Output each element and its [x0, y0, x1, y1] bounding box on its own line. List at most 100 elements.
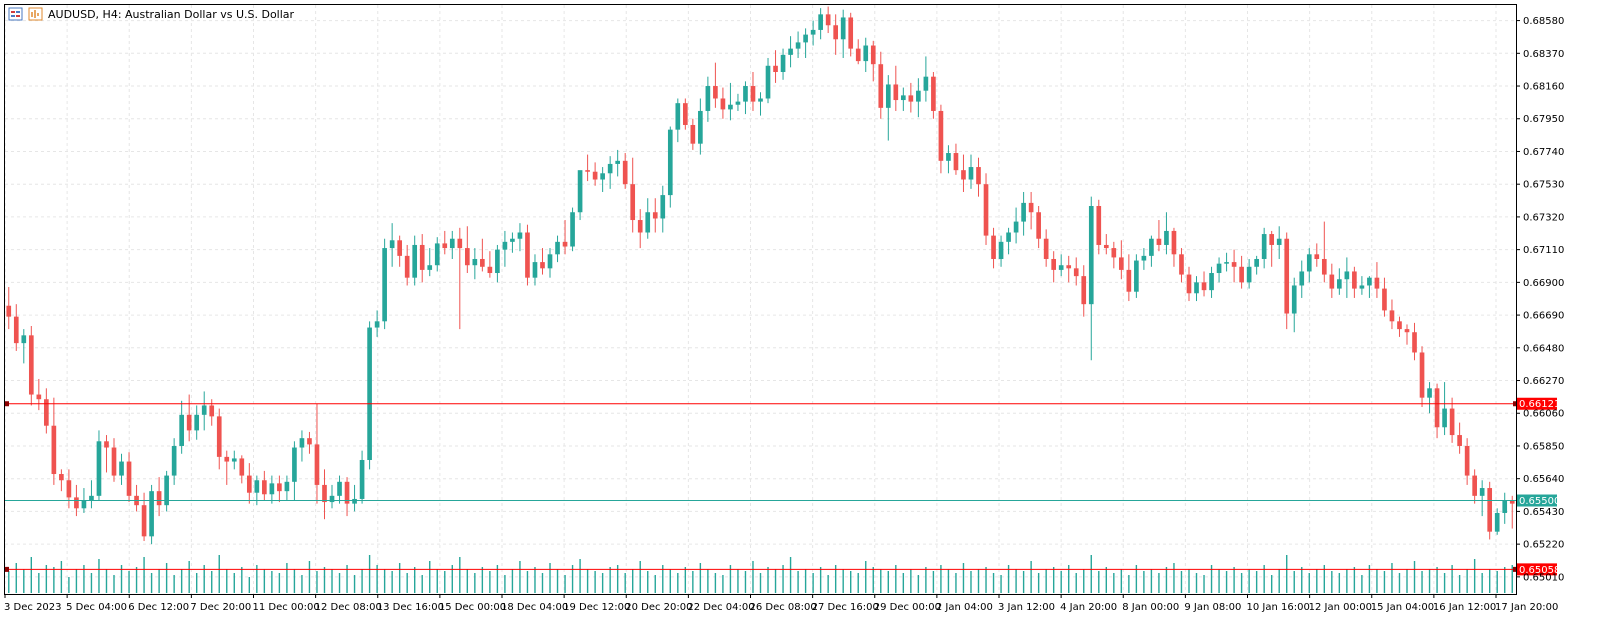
bull-candle-body — [1006, 232, 1011, 242]
bear-candle-body — [59, 474, 64, 481]
time-tick-label: 5 Dec 04:00 — [66, 602, 127, 613]
level-anchor-handle[interactable] — [1513, 566, 1518, 572]
bear-candle-body — [713, 86, 718, 99]
bear-candle-body — [622, 160, 628, 185]
price-tick-label: 0.65010 — [1523, 572, 1564, 583]
time-tick-label: 29 Dec 00:00 — [874, 602, 941, 613]
bear-candle-body — [104, 441, 109, 448]
bear-candle-body — [690, 124, 696, 144]
chart-header: AUDUSD, H4: Australian Dollar vs U.S. Do… — [8, 7, 295, 21]
bear-candle-body — [1472, 475, 1477, 496]
bull-candle-body — [1134, 260, 1139, 292]
bear-candle-body — [1352, 271, 1357, 289]
bear-candle-body — [246, 475, 252, 493]
bull-candle-body — [1276, 238, 1282, 245]
bear-candle-body — [1509, 500, 1515, 504]
time-tick-label: 12 Dec 08:00 — [315, 602, 382, 613]
bull-candle-body — [1359, 285, 1365, 289]
bear-candle-body — [1321, 258, 1327, 275]
bull-candle-body — [329, 495, 335, 503]
bear-candle-body — [720, 98, 726, 110]
bull-candle-body — [1216, 263, 1222, 274]
bear-candle-body — [1028, 202, 1034, 213]
bear-candle-body — [1382, 288, 1387, 311]
price-axis[interactable]: 0.68580 0.68370 0.68160 0.67950 0.67740 0.675… — [1516, 16, 1564, 583]
bull-candle-body — [577, 170, 583, 213]
bull-candle-body — [96, 441, 102, 496]
level-anchor-handle[interactable] — [4, 401, 9, 407]
bear-candle-body — [983, 184, 989, 236]
time-tick-label: 26 Dec 08:00 — [750, 602, 817, 613]
bear-candle-body — [1186, 274, 1192, 294]
bull-candle-body — [1224, 262, 1229, 264]
bear-candle-body — [397, 240, 402, 256]
time-tick-label: 4 Jan 20:00 — [1060, 602, 1117, 613]
level-price-tag — [1517, 563, 1557, 576]
bull-candle-body — [1088, 206, 1094, 305]
bull-candle-body — [171, 445, 177, 476]
bear-candle-body — [893, 84, 899, 101]
price-tick-label: 0.67110 — [1523, 245, 1564, 256]
level-price-label: 0.66121 — [1519, 399, 1560, 410]
price-tick-label: 0.67320 — [1523, 212, 1564, 223]
bull-candle-body — [607, 163, 613, 174]
candles — [6, 6, 1515, 545]
bull-candle-body — [1141, 255, 1147, 261]
bull-candle-body — [284, 481, 290, 492]
bull-candle-body — [1306, 254, 1312, 272]
bear-candle-body — [13, 316, 19, 344]
bull-candle-body — [374, 321, 380, 328]
price-tick-label: 0.65850 — [1523, 441, 1564, 452]
bear-candle-body — [480, 258, 485, 267]
bear-candle-body — [216, 416, 222, 457]
bull-candle-body — [1442, 408, 1447, 428]
bull-candle-body — [818, 14, 823, 30]
bear-candle-body — [224, 456, 230, 462]
level-price-label: 0.65058 — [1519, 565, 1560, 576]
symbol-icon[interactable] — [8, 7, 23, 21]
bear-candle-body — [442, 243, 448, 249]
bull-candle-body — [1479, 488, 1485, 496]
bull-candle-body — [1344, 271, 1350, 280]
bear-candle-body — [419, 244, 425, 270]
bear-candle-body — [66, 480, 72, 498]
bear-candle-body — [833, 25, 839, 40]
bear-candle-body — [991, 235, 996, 259]
time-tick-label: 13 Dec 16:00 — [377, 602, 444, 613]
bull-candle-body — [570, 212, 575, 247]
bull-candle-body — [149, 491, 154, 537]
bull-candle-body — [1291, 285, 1297, 314]
bull-candle-body — [705, 86, 711, 111]
time-axis[interactable]: 3 Dec 2023 5 Dec 04:00 6 Dec 12:00 7 Dec 20… — [4, 594, 1558, 613]
bull-candle-body — [923, 76, 929, 91]
bear-candle-body — [1081, 276, 1087, 305]
bull-candle-body — [231, 458, 237, 462]
bear-candle-body — [1434, 388, 1440, 428]
bear-candle-body — [344, 481, 350, 504]
bull-candle-body — [299, 438, 305, 448]
level-anchor-handle[interactable] — [1513, 401, 1518, 407]
bear-candle-body — [1231, 262, 1237, 267]
levels[interactable]: 0.66121 0.65058 0.65500 — [4, 397, 1560, 576]
bear-candle-body — [239, 458, 245, 476]
bear-candle-body — [592, 171, 598, 180]
level-anchor-handle[interactable] — [4, 566, 9, 572]
bull-candle-body — [780, 54, 786, 73]
chart-icon[interactable] — [28, 7, 43, 21]
bull-candle-body — [1209, 273, 1214, 291]
bull-candle-body — [1164, 230, 1169, 245]
bull-candle-body — [179, 414, 184, 446]
bull-candle-body — [449, 238, 455, 249]
bear-candle-body — [277, 483, 282, 492]
bear-candle-body — [961, 170, 966, 180]
bear-candle-body — [6, 305, 12, 317]
bear-candle-body — [1404, 329, 1410, 333]
price-tick-label: 0.65220 — [1523, 540, 1564, 551]
bear-candle-body — [457, 238, 463, 249]
time-tick-label: 18 Dec 04:00 — [501, 602, 568, 613]
grid — [4, 5, 1516, 594]
time-tick-label: 7 Dec 20:00 — [190, 602, 251, 613]
bull-candle-body — [1299, 271, 1305, 286]
bear-candle-body — [1111, 248, 1117, 258]
